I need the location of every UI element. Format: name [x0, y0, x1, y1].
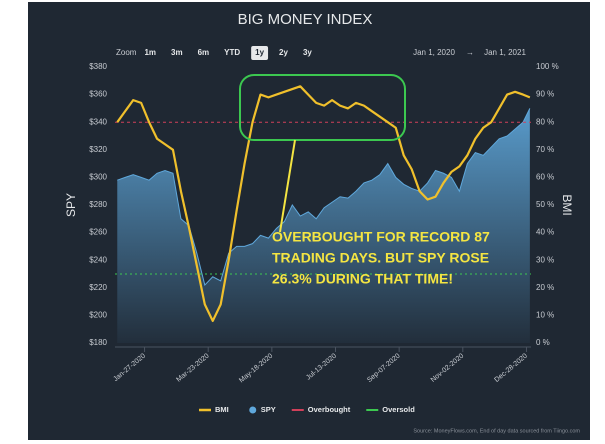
spy-line [117, 108, 531, 287]
zoom-button-label[interactable]: 3m [171, 48, 183, 57]
annotation-arrow [279, 139, 296, 233]
chart-title: BIG MONEY INDEX [238, 11, 373, 28]
y-tick-label: $320 [89, 145, 107, 154]
y-tick-label: $300 [89, 173, 107, 182]
spy-area [117, 108, 530, 344]
zoom-button-label[interactable]: 6m [198, 48, 210, 57]
zoom-button-label[interactable]: 2y [279, 48, 288, 57]
zoom-button[interactable]: 1m [140, 46, 160, 60]
legend-swatch [249, 406, 257, 414]
zoom-button[interactable]: 3m [167, 46, 187, 60]
zoom-button[interactable]: YTD [220, 46, 244, 60]
legend-label[interactable]: SPY [261, 405, 276, 414]
legend-label[interactable]: BMI [215, 405, 229, 414]
range-arrow: → [466, 48, 474, 57]
y2-tick-label: 40 % [536, 228, 554, 237]
legend-label[interactable]: Overbought [308, 405, 351, 414]
zoom-button[interactable]: 2y [275, 46, 292, 60]
y2-tick-label: 10 % [536, 311, 554, 320]
y-tick-label: $360 [89, 90, 107, 99]
zoom-button-bg[interactable] [251, 46, 269, 60]
range-from: Jan 1, 2020 [413, 48, 455, 57]
zoom-button-label[interactable]: 3y [303, 48, 312, 57]
y2-tick-label: 70 % [536, 145, 554, 154]
y-tick-label: $340 [89, 117, 107, 126]
zoom-button-label[interactable]: YTD [224, 48, 240, 57]
y2-tick-label: 0 % [536, 338, 550, 347]
y2-tick-label: 90 % [536, 90, 554, 99]
legend-label[interactable]: Oversold [382, 405, 415, 414]
y2-tick-label: 80 % [536, 117, 554, 126]
y-tick-label: $280 [89, 200, 107, 209]
range-to: Jan 1, 2021 [484, 48, 526, 57]
y-tick-label: $260 [89, 228, 107, 237]
zoom-button-label[interactable]: 1y [255, 48, 264, 57]
highlight-box [239, 74, 406, 141]
y-tick-label: $180 [89, 338, 107, 347]
annotation: 26.3% DURING THAT TIME! [272, 271, 453, 287]
y2-tick-label: 20 % [536, 283, 554, 292]
y-tick-label: $240 [89, 255, 107, 264]
y2-axis-title: BMI [560, 194, 574, 215]
annotation: TRADING DAYS. BUT SPY ROSE [272, 250, 489, 266]
y-tick-label: $220 [89, 283, 107, 292]
zoom-button-label[interactable]: 1m [144, 48, 156, 57]
y2-tick-label: 50 % [536, 200, 554, 209]
y-tick-label: $380 [89, 62, 107, 71]
zoom-button[interactable]: 1y [251, 46, 269, 60]
zoom-button[interactable]: 6m [194, 46, 214, 60]
source: Source: MoneyFlows.com, End of day data … [413, 428, 580, 434]
annotation: OVERBOUGHT FOR RECORD 87 [272, 229, 490, 245]
y2-tick-label: 100 % [536, 62, 559, 71]
y-tick-label: $200 [89, 311, 107, 320]
zoom-label: Zoom [116, 48, 137, 57]
y2-tick-label: 60 % [536, 173, 554, 182]
bmi-line [116, 85, 531, 323]
y-axis-title: SPY [64, 193, 78, 217]
y2-tick-label: 30 % [536, 255, 554, 264]
zoom-button[interactable]: 3y [299, 46, 316, 60]
